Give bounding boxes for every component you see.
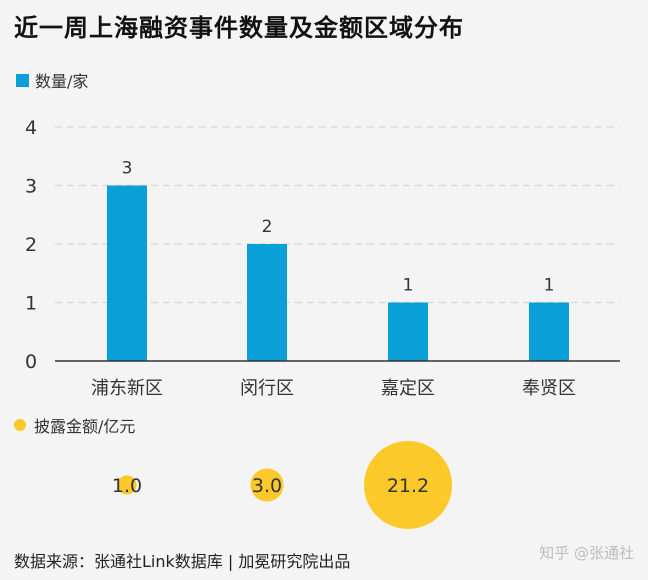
y-tick-label-0: 0 bbox=[25, 351, 37, 373]
bar-1 bbox=[107, 185, 147, 361]
x-category-label-2: 闵行区 bbox=[240, 378, 294, 399]
watermark: 知乎 @张通社 bbox=[539, 544, 634, 562]
amount-bubble-label-1: 1.0 bbox=[112, 475, 142, 497]
bar-value-label-1: 3 bbox=[122, 159, 133, 179]
bar-value-label-2: 2 bbox=[262, 217, 273, 237]
y-tick-label-2: 2 bbox=[25, 234, 37, 256]
y-tick-label-3: 3 bbox=[25, 176, 37, 198]
amount-bubble-label-2: 3.0 bbox=[252, 475, 282, 497]
bar-2 bbox=[247, 244, 287, 361]
amount-bubble-3 bbox=[364, 441, 452, 529]
x-category-label-4: 奉贤区 bbox=[522, 378, 576, 399]
x-category-label-3: 嘉定区 bbox=[381, 378, 435, 399]
chart-title: 近一周上海融资事件数量及金额区域分布 bbox=[14, 14, 464, 42]
x-category-label-1: 浦东新区 bbox=[91, 378, 163, 399]
amount-bubble-2 bbox=[250, 468, 284, 502]
amount-legend-swatch bbox=[14, 419, 26, 431]
amount-legend: 披露金额/亿元 bbox=[14, 413, 135, 437]
amount-bubble-1 bbox=[117, 475, 137, 495]
y-tick-label-1: 1 bbox=[25, 293, 37, 315]
count-legend-label: 数量/家 bbox=[35, 72, 89, 91]
bar-value-label-4: 1 bbox=[544, 276, 555, 296]
count-legend: 数量/家 bbox=[16, 68, 88, 92]
bar-value-label-3: 1 bbox=[403, 276, 414, 296]
amount-bubble-label-3: 21.2 bbox=[387, 475, 429, 497]
data-source-footer: 数据来源：张通社Link数据库 | 加冕研究院出品 bbox=[14, 552, 351, 571]
chart-canvas: 0 1 2 3 4 3 浦东新区 2 闵行区 1 嘉定区 1 奉贤区 1.0 3.0 21.2 bbox=[25, 117, 620, 529]
count-legend-swatch bbox=[16, 73, 29, 87]
bar-3 bbox=[388, 302, 428, 361]
bar-4 bbox=[529, 302, 569, 361]
amount-legend-label: 披露金额/亿元 bbox=[34, 417, 136, 436]
y-tick-label-4: 4 bbox=[25, 117, 37, 139]
